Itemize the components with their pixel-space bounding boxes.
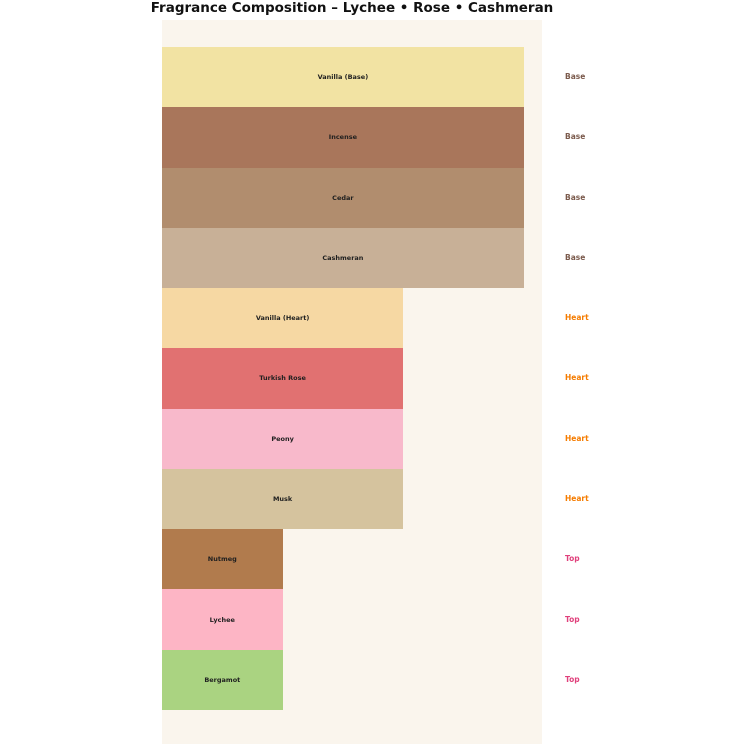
tier-label-bergamot: Top	[565, 674, 580, 684]
tier-label-musk: Heart	[565, 494, 589, 504]
bar-row-peony: Peony	[162, 408, 542, 469]
tier-label-column: Base Base Base Base Heart Heart Heart Heart Top T…	[565, 20, 685, 744]
bar-label-bergamot: Bergamot	[204, 675, 241, 684]
plot-area: Vanilla (Base) Incense Cedar Cashmeran Vanil…	[162, 20, 542, 744]
bar-row-turkish-rose: Turkish Rose	[162, 348, 542, 409]
bar-row-nutmeg: Nutmeg	[162, 529, 542, 590]
bar-row-vanilla-base: Vanilla (Base)	[162, 47, 542, 108]
bar-peony: Peony	[162, 408, 404, 469]
bar-row-incense: Incense	[162, 107, 542, 168]
tier-label-cashmeran: Base	[565, 252, 586, 262]
bar-label-vanilla-heart: Vanilla (Heart)	[255, 314, 310, 323]
bar-label-nutmeg: Nutmeg	[207, 555, 237, 564]
bar-label-vanilla-base: Vanilla (Base)	[317, 73, 369, 82]
bar-label-cedar: Cedar	[332, 193, 354, 202]
tier-label-vanilla-base: Base	[565, 72, 586, 82]
bar-row-cashmeran: Cashmeran	[162, 227, 542, 289]
chart-title: Fragrance Composition – Lychee • Rose • …	[150, 0, 554, 16]
bar-lychee: Lychee	[162, 589, 283, 650]
bar-nutmeg: Nutmeg	[162, 529, 283, 590]
tier-label-vanilla-heart: Heart	[565, 313, 589, 323]
tier-label-lychee: Top	[565, 614, 580, 624]
bar-row-cedar: Cedar	[162, 167, 542, 228]
bar-cashmeran: Cashmeran	[162, 227, 524, 289]
bar-row-lychee: Lychee	[162, 589, 542, 650]
bar-label-peony: Peony	[271, 434, 294, 443]
bar-cedar: Cedar	[162, 167, 524, 228]
bar-vanilla-base: Vanilla (Base)	[162, 47, 524, 108]
bar-bergamot: Bergamot	[162, 649, 283, 710]
tier-label-turkish-rose: Heart	[565, 373, 589, 383]
tier-label-cedar: Base	[565, 192, 586, 202]
bar-label-cashmeran: Cashmeran	[322, 253, 364, 262]
bar-vanilla-heart: Vanilla (Heart)	[162, 288, 404, 349]
bar-label-incense: Incense	[328, 133, 357, 142]
bar-turkish-rose: Turkish Rose	[162, 348, 404, 409]
bar-label-turkish-rose: Turkish Rose	[259, 374, 306, 383]
bar-musk: Musk	[162, 468, 404, 530]
bar-row-musk: Musk	[162, 468, 542, 530]
tier-label-nutmeg: Top	[565, 554, 580, 564]
bar-label-lychee: Lychee	[209, 615, 235, 624]
tier-label-peony: Heart	[565, 433, 589, 443]
tier-label-incense: Base	[565, 132, 586, 142]
bar-row-bergamot: Bergamot	[162, 649, 542, 710]
bar-row-vanilla-heart: Vanilla (Heart)	[162, 288, 542, 349]
bar-incense: Incense	[162, 107, 524, 168]
bar-label-musk: Musk	[272, 495, 293, 503]
